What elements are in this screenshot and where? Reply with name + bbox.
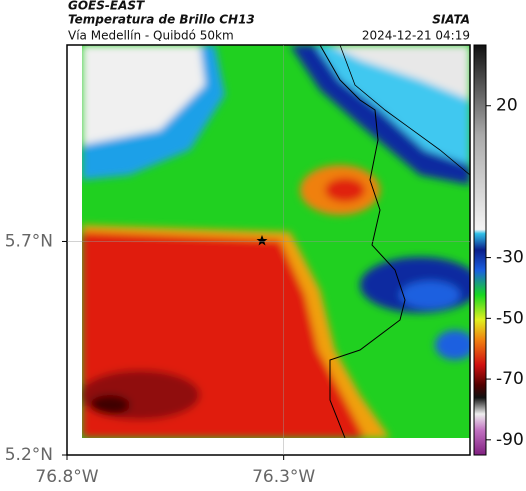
product: Temperatura de Brillo CH13 [68, 13, 255, 27]
map-frame [66, 44, 471, 456]
x-tick-label: 76.3°W [252, 467, 315, 487]
y-tick-label: 5.7°N [5, 231, 53, 251]
colorbar-tick-label: -90 [496, 430, 524, 450]
colorbar [473, 44, 487, 456]
colorbar-tick-label: 20 [496, 96, 518, 116]
colorbar-tick-label: -50 [496, 308, 524, 328]
satellite-image [82, 45, 470, 438]
station-marker [256, 235, 268, 246]
satellite: GOES-EAST [68, 0, 145, 13]
source: SIATA [432, 13, 470, 27]
x-tick-label: 76.8°W [35, 467, 98, 487]
route: Vía Medellín - Quibdó 50km [68, 29, 234, 43]
colorbar-tick-label: -70 [496, 369, 524, 389]
timestamp: 2024-12-21 04:19 [362, 29, 470, 43]
y-tick-label: 5.2°N [5, 445, 53, 465]
colorbar-tick-label: -30 [496, 248, 524, 268]
